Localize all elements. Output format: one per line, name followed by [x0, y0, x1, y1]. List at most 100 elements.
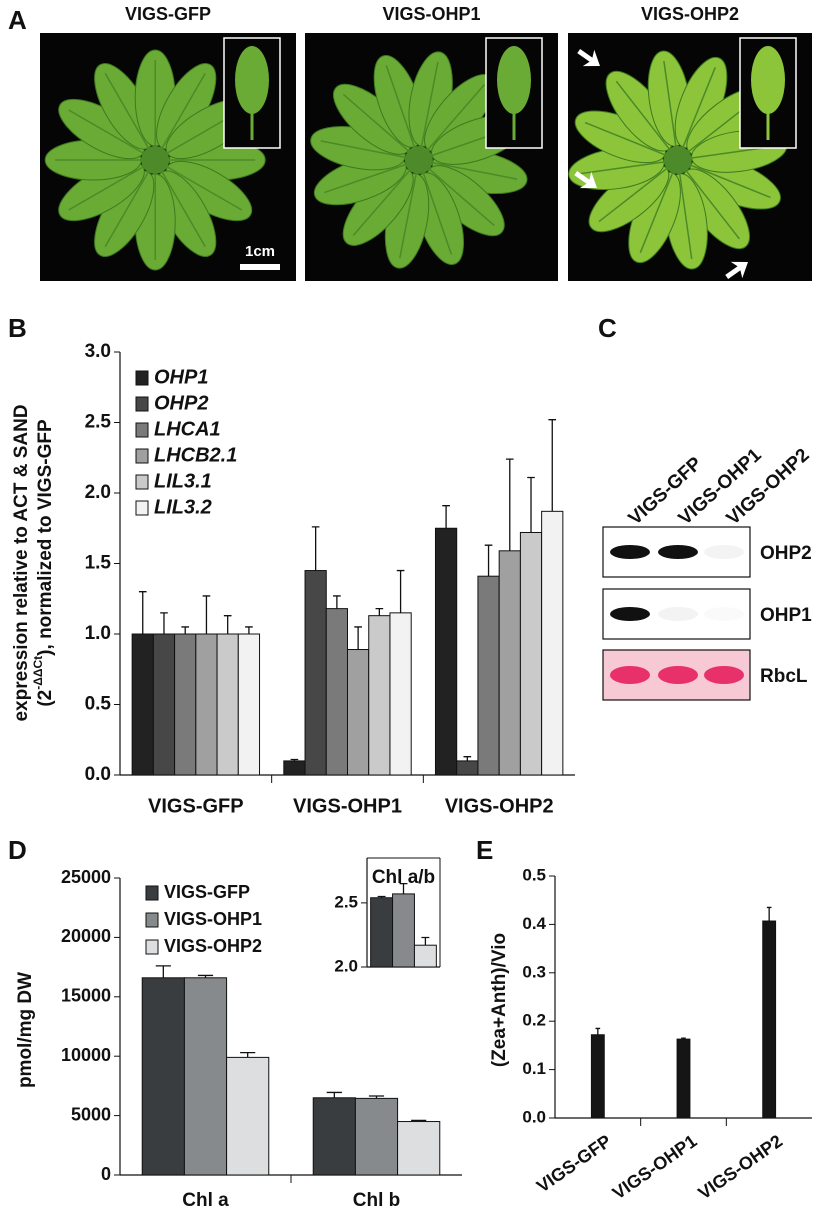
- bar: [325, 608, 348, 776]
- arrow-shaft: [725, 265, 742, 279]
- bar: [131, 633, 154, 776]
- arrow-shaft: [574, 171, 591, 185]
- arrow: [725, 261, 748, 279]
- x-tick-label: VIGS-OHP1: [293, 795, 402, 817]
- y-tick-label: 1.0: [85, 623, 111, 644]
- photo-title: VIGS-GFP: [125, 4, 211, 24]
- arrow: [577, 49, 600, 67]
- error-bar: [354, 626, 362, 650]
- bar: [304, 570, 327, 776]
- bar: [141, 977, 185, 1176]
- scale-bar-label: 1cm: [245, 243, 275, 260]
- error-bar: [202, 595, 211, 634]
- blot-row-label: OHP1: [760, 605, 812, 626]
- leaf-vein: [399, 164, 419, 259]
- error-bar: [399, 882, 408, 894]
- x-tick-label: VIGS-OHP2: [445, 795, 554, 817]
- photo-title: VIGS-OHP2: [641, 4, 739, 24]
- error-bar: [442, 505, 450, 529]
- legend-swatch: [135, 396, 149, 412]
- scale-bar: [240, 264, 280, 270]
- bar: [389, 612, 412, 776]
- bar: [174, 633, 197, 776]
- blot-band: [610, 666, 650, 684]
- rosette-center: [141, 146, 170, 174]
- y-tick-label: 0.3: [522, 962, 546, 981]
- y-tick-label: 0.2: [522, 1011, 546, 1030]
- bar: [541, 510, 564, 776]
- y-tick-label: 2.5: [334, 892, 358, 911]
- legend-swatch: [135, 500, 149, 516]
- error-bar: [138, 591, 147, 634]
- y-tick-label: 0.5: [85, 694, 112, 715]
- blot-band: [658, 607, 698, 621]
- leaf-vein: [68, 109, 152, 159]
- y-tick-label: 10000: [61, 1045, 111, 1065]
- error-bar: [245, 626, 253, 634]
- y-tick-label: 0.5: [522, 865, 546, 884]
- legend-label: OHP1: [154, 366, 208, 388]
- bar: [237, 633, 261, 776]
- error-bar: [463, 756, 472, 761]
- bar: [413, 944, 437, 968]
- y-axis-label-part: ), normalized to VIGS-GFP: [35, 419, 56, 656]
- legend-label: LHCA1: [154, 418, 221, 440]
- legend-swatch: [145, 939, 159, 955]
- y-axis-label: (2-ΔΔCt), normalized to VIGS-GFP: [31, 419, 56, 707]
- leaf-vein: [157, 73, 206, 157]
- legend-label: LIL3.1: [154, 470, 212, 492]
- leaf-vein: [598, 162, 675, 223]
- bar: [392, 893, 415, 968]
- leaf-vein: [682, 161, 771, 199]
- y-tick-label: 15000: [61, 986, 111, 1006]
- bar: [477, 575, 500, 776]
- error-bar: [681, 1037, 686, 1040]
- panel-label: C: [598, 313, 617, 343]
- y-axis-label: (Zea+Anth)/Vio: [489, 933, 510, 1067]
- blot-band: [610, 545, 650, 559]
- x-tick-label: Chl a: [182, 1190, 229, 1211]
- leaf-vein: [104, 73, 154, 157]
- blot-band: [704, 607, 744, 621]
- bar: [368, 615, 391, 776]
- arrow-head: [582, 49, 600, 67]
- panel-label: D: [8, 835, 27, 865]
- legend-swatch: [135, 448, 149, 464]
- error-bar: [411, 1119, 427, 1122]
- legend-label: OHP2: [154, 392, 208, 414]
- error-bar: [240, 1051, 256, 1058]
- legend-label: VIGS-OHP2: [164, 936, 262, 956]
- panel-label: B: [8, 313, 27, 343]
- y-tick-label: 1.5: [85, 553, 112, 574]
- rosette-center: [663, 146, 692, 174]
- bar: [312, 1097, 356, 1176]
- blot-band: [658, 545, 698, 559]
- y-tick-label: 0.4: [522, 914, 546, 933]
- chart-title: Chl a/b: [372, 867, 435, 888]
- leaf-vein: [352, 163, 417, 236]
- arrow-head: [730, 261, 748, 279]
- y-tick-label: 2.5: [85, 412, 112, 433]
- y-axis-label-part: -ΔΔCt: [31, 656, 45, 690]
- bar: [347, 649, 370, 776]
- leaf-vein: [342, 93, 416, 158]
- blot-band: [610, 607, 650, 621]
- error-bar: [527, 476, 535, 533]
- leaf-vein: [421, 84, 486, 157]
- error-bar: [311, 526, 320, 571]
- x-tick-label: VIGS-OHP2: [694, 1131, 786, 1204]
- error-bar: [160, 612, 168, 634]
- error-bar: [505, 458, 514, 551]
- y-axis-label-part: (2: [35, 690, 56, 707]
- bar: [370, 897, 394, 968]
- leaf-vein: [423, 160, 518, 180]
- x-tick-label: VIGS-OHP1: [609, 1131, 701, 1204]
- y-tick-label: 2.0: [334, 956, 358, 975]
- legend-swatch: [145, 912, 159, 928]
- x-tick-label: VIGS-GFP: [148, 795, 244, 817]
- blot-band: [658, 666, 698, 684]
- bar: [354, 1097, 399, 1176]
- leaf-vein: [159, 161, 243, 211]
- y-axis-label: expression relative to ACT & SAND: [11, 404, 32, 721]
